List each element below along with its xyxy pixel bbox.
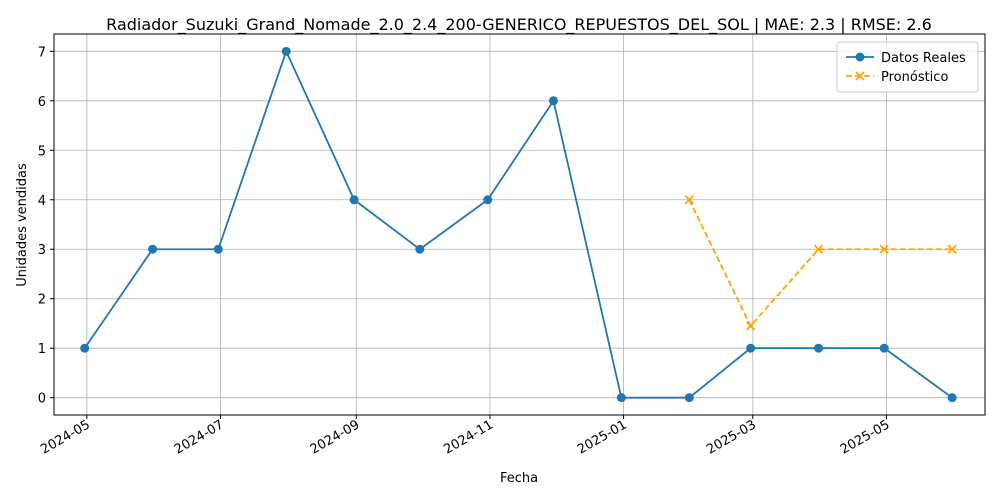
chart-title: Radiador_Suzuki_Grand_Nomade_2.0_2.4_200… bbox=[106, 15, 932, 35]
legend: Datos Reales Pronóstico bbox=[836, 41, 979, 93]
y-tick-label: 7 bbox=[38, 45, 46, 60]
data-point-datos-reales bbox=[415, 244, 425, 254]
x-tick-label: 2025-05 bbox=[838, 417, 893, 457]
data-point-pron-stico bbox=[684, 195, 694, 205]
data-point-datos-reales bbox=[80, 343, 90, 353]
x-axis-label: Fecha bbox=[500, 471, 538, 486]
series-layer bbox=[80, 46, 957, 403]
data-point-datos-reales bbox=[213, 244, 223, 254]
legend-marker-datos-reales bbox=[855, 52, 865, 62]
legend-box bbox=[836, 41, 979, 93]
data-point-datos-reales bbox=[483, 195, 493, 205]
y-tick-label: 2 bbox=[38, 293, 46, 308]
data-point-pron-stico bbox=[745, 321, 756, 331]
x-tick-label: 2024-05 bbox=[38, 417, 93, 457]
x-tick-label: 2024-07 bbox=[172, 417, 227, 457]
data-point-datos-reales bbox=[148, 244, 158, 254]
legend-label-datos-reales: Datos Reales bbox=[881, 51, 966, 66]
x-tick-label: 2024-09 bbox=[308, 417, 363, 457]
data-point-pron-stico bbox=[947, 244, 957, 254]
data-point-datos-reales bbox=[616, 393, 626, 403]
x-tick-label: 2025-03 bbox=[704, 417, 759, 457]
y-tick-label: 5 bbox=[38, 144, 46, 159]
x-tick-label: 2025-01 bbox=[575, 417, 630, 457]
series-line-datos-reales bbox=[83, 48, 953, 399]
series-line-pron-stico bbox=[688, 199, 953, 328]
y-tick-label: 4 bbox=[38, 194, 46, 209]
y-tick-label: 3 bbox=[38, 243, 46, 258]
y-tick-label: 6 bbox=[38, 95, 46, 110]
data-point-datos-reales bbox=[879, 343, 889, 353]
y-tick-label: 1 bbox=[38, 342, 46, 357]
data-point-datos-reales bbox=[548, 96, 558, 106]
data-point-datos-reales bbox=[684, 393, 694, 403]
axis-ticks: 0 1 2 3 4 5 6 7 2024-05 2024-07 2024-09 2024-11 2025… bbox=[38, 45, 893, 457]
data-point-pron-stico bbox=[879, 244, 889, 254]
data-point-datos-reales bbox=[746, 343, 756, 353]
data-point-datos-reales bbox=[349, 195, 359, 205]
legend-marker-pronostico bbox=[855, 71, 865, 81]
x-tick-label: 2024-11 bbox=[441, 417, 496, 457]
data-point-datos-reales bbox=[281, 46, 291, 56]
y-tick-label: 0 bbox=[38, 392, 46, 407]
data-point-datos-reales bbox=[814, 343, 824, 353]
legend-label-pronostico: Pronóstico bbox=[881, 70, 948, 85]
data-point-pron-stico bbox=[813, 244, 824, 254]
plot-area-frame bbox=[53, 33, 986, 416]
y-axis-label: Unidades vendidas bbox=[15, 163, 30, 287]
data-point-datos-reales bbox=[947, 393, 957, 403]
